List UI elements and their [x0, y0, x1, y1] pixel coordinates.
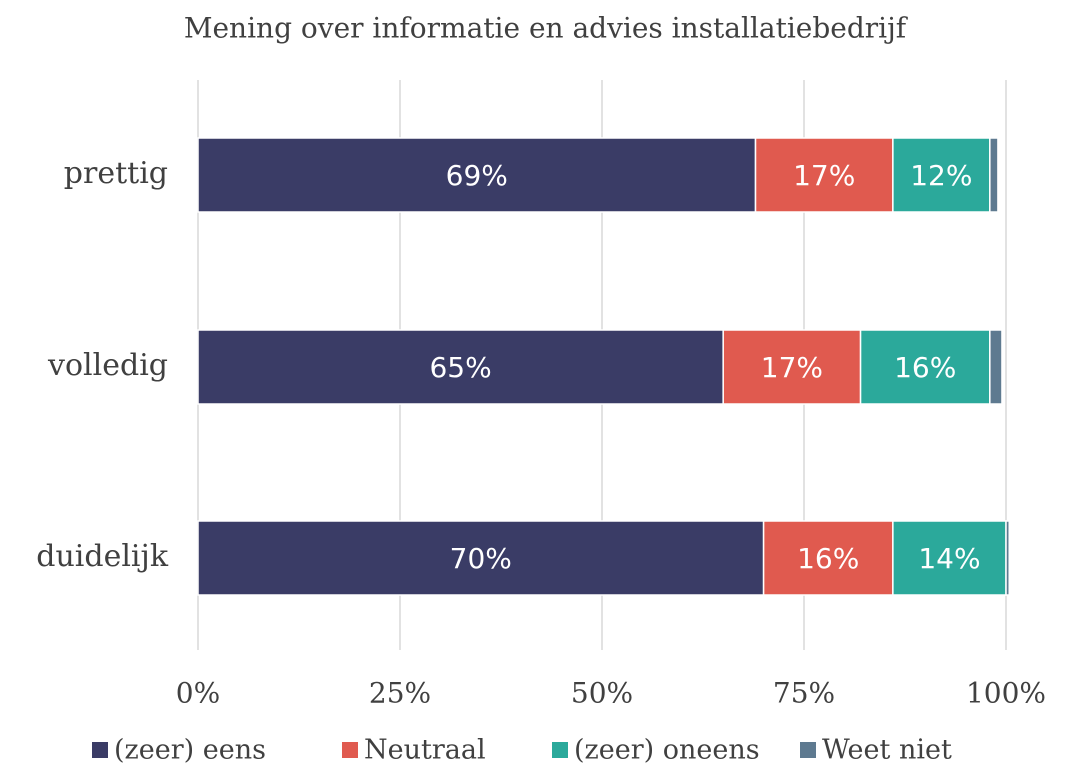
legend-marker: [92, 742, 108, 758]
x-tick-label: 25%: [369, 677, 431, 710]
bar-segment: [197, 520, 765, 596]
x-tick-label: 0%: [176, 677, 220, 710]
bar-segment: [197, 329, 724, 405]
bar-segment: [197, 137, 757, 213]
value-label: 14%: [918, 542, 980, 575]
x-tick-label: 50%: [571, 677, 633, 710]
bar-segment: [892, 137, 991, 213]
y-tick-label: duidelijk: [36, 539, 169, 574]
bar-segment: [722, 329, 862, 405]
value-label: 17%: [761, 351, 823, 384]
legend-label: Neutraal: [364, 735, 486, 766]
value-label: 12%: [910, 159, 972, 192]
value-label: 65%: [429, 351, 491, 384]
y-tick-label: prettig: [64, 156, 168, 191]
value-label: 16%: [894, 351, 956, 384]
bar-segment: [989, 329, 1003, 405]
bar-segment: [859, 329, 991, 405]
legend-marker: [800, 742, 816, 758]
legend-marker: [342, 742, 358, 758]
x-tick-label: 75%: [773, 677, 835, 710]
chart-title: Mening over informatie en advies install…: [184, 12, 909, 45]
bar-segment: [989, 137, 999, 213]
value-label: 69%: [446, 159, 508, 192]
legend-label: (zeer) oneens: [574, 735, 760, 766]
y-tick-label: volledig: [47, 348, 168, 383]
bar-segment: [1005, 520, 1010, 596]
legend-label: Weet niet: [822, 735, 952, 766]
value-label: 16%: [797, 542, 859, 575]
x-tick-label: 100%: [966, 677, 1046, 710]
value-label: 70%: [450, 542, 512, 575]
bar-segment: [754, 137, 894, 213]
value-label: 17%: [793, 159, 855, 192]
legend-marker: [552, 742, 568, 758]
bar-segment: [892, 520, 1007, 596]
legend-label: (zeer) eens: [114, 735, 266, 766]
